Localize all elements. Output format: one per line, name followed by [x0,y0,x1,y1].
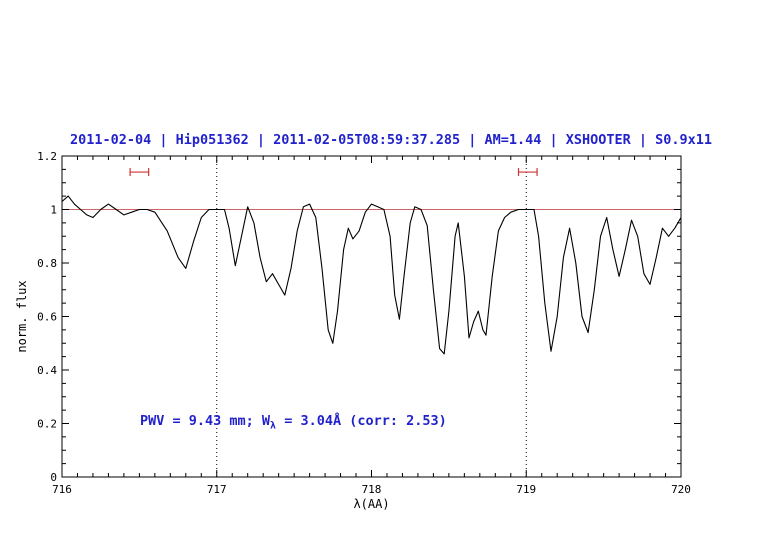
y-tick-label: 1.2 [37,150,57,163]
x-tick-label: 719 [516,483,536,496]
chart-title: 2011-02-04 | Hip051362 | 2011-02-05T08:5… [69,132,713,148]
y-tick-label: 0.2 [37,418,57,431]
x-tick-label: 720 [671,483,691,496]
y-axis-label: norm. flux [15,280,29,352]
pwv-annotation: PWV = 9.43 mm; Wλ = 3.04Å (corr: 2.53) [140,413,447,432]
y-tick-label: 0.4 [37,364,57,377]
x-tick-label: 717 [207,483,227,496]
x-axis-label: λ(AA) [353,497,389,511]
spectrum-line [61,195,682,355]
x-tick-label: 718 [362,483,382,496]
annotation-text-pre: PWV = 9.43 mm; W [140,413,271,429]
y-tick-label: 0 [50,471,57,484]
y-tick-label: 1 [50,204,57,217]
y-tick-label: 0.6 [37,311,57,324]
annotation-lambda-subscript: λ [270,420,277,432]
y-tick-label: 0.8 [37,257,57,270]
x-tick-label: 716 [52,483,72,496]
annotation-text-post: = 3.04Å (corr: 2.53) [276,413,447,429]
